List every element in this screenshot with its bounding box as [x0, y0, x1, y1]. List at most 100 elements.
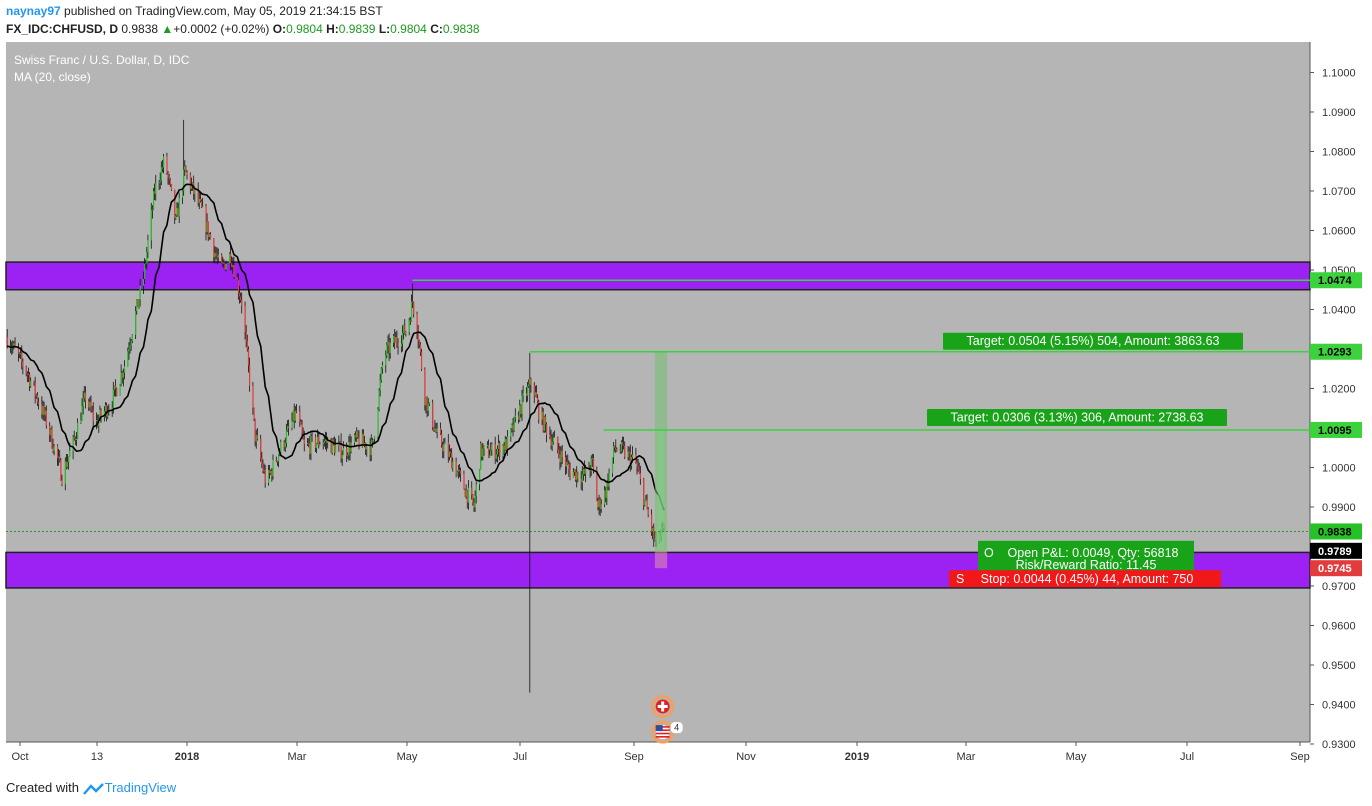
candle-down [169, 178, 171, 185]
candle-down [647, 509, 649, 515]
current-price-label-text: 0.9838 [1318, 526, 1352, 538]
price-tick-label: 1.0400 [1322, 304, 1356, 316]
flag-cross-h [657, 704, 668, 708]
axis-marker: 0.9745 [1310, 560, 1362, 577]
candle-up [434, 428, 436, 431]
candle-up [448, 451, 451, 457]
candle-down [472, 494, 474, 503]
candle-down [60, 460, 62, 481]
open-label: O: [272, 22, 287, 36]
candle-up [606, 481, 608, 498]
candle-up [119, 384, 121, 396]
candle-down [185, 166, 187, 173]
candle-down [308, 443, 310, 445]
candle-down [605, 490, 607, 498]
candle-up [514, 415, 516, 418]
candle-down [569, 468, 571, 478]
candle-down [177, 208, 179, 217]
candle-up [323, 441, 326, 443]
candle-up [98, 419, 100, 427]
candle-up [513, 417, 515, 431]
candle-down [170, 184, 173, 190]
candle-down [505, 438, 508, 451]
candle-up [183, 169, 185, 191]
candle-down [503, 445, 505, 451]
candle-down [168, 176, 170, 179]
time-tick-label: 2018 [175, 751, 199, 763]
candle-up [96, 420, 98, 422]
candle-up [385, 355, 387, 366]
price-tick-label: 0.9400 [1322, 699, 1356, 711]
candle-down [653, 527, 655, 539]
candle-up [585, 466, 587, 474]
candle-down [215, 253, 217, 256]
candle-up [613, 445, 615, 458]
candle-up [378, 390, 380, 410]
high-value: 0.9839 [338, 22, 376, 36]
tradingview-link[interactable]: TradingView [104, 780, 177, 795]
candle-down [447, 442, 449, 457]
candle-up [80, 420, 82, 423]
axis-marker: 0.9789 [1310, 542, 1362, 559]
level-axis-label-bg [1310, 272, 1362, 289]
low-value: 0.9804 [390, 22, 427, 36]
candle-up [263, 470, 265, 472]
level-axis-label: 1.0474 [1310, 272, 1362, 289]
candle-down [246, 340, 249, 350]
candle-down [303, 439, 305, 445]
candle-up [68, 456, 70, 462]
candle-down [260, 438, 262, 459]
candle-up [89, 401, 91, 408]
candle-down [413, 302, 415, 314]
swiss-flag-icon[interactable] [651, 694, 675, 718]
candle-down [333, 443, 336, 454]
candle-up [379, 380, 381, 391]
level-axis-label-text: 1.0095 [1318, 425, 1352, 437]
candle-up [208, 234, 211, 238]
candle-down [201, 200, 203, 207]
candle-up [286, 426, 289, 431]
candle-up [178, 197, 180, 217]
price-chart[interactable]: Target: 0.0504 (5.15%) 504, Amount: 3863… [0, 42, 1372, 772]
candle-up [284, 443, 286, 448]
candle-up [81, 405, 83, 421]
candle-up [600, 504, 602, 510]
long-position-tool[interactable] [654, 351, 668, 569]
us-flag-icon[interactable]: 4 [651, 720, 683, 744]
candle-up [335, 445, 337, 454]
candle-down [116, 388, 118, 396]
candle-down [256, 435, 259, 439]
author-link[interactable]: naynay97 [6, 4, 61, 18]
candle-down [22, 361, 24, 368]
candle-up [410, 301, 413, 322]
candle-up [386, 345, 388, 356]
candle-down [418, 341, 420, 345]
candle-up [582, 469, 585, 475]
candle-up [611, 457, 614, 474]
candle-down [269, 469, 271, 474]
candle-up [506, 436, 509, 451]
candle-up [566, 461, 568, 467]
time-tick-label: May [397, 751, 418, 763]
stop-label[interactable]: S Stop: 0.0044 (0.45%) 44, Amount: 750 [949, 570, 1221, 588]
candle-up [319, 444, 321, 446]
candle-down [442, 445, 444, 452]
candle-down [340, 441, 342, 459]
loss-area [654, 550, 668, 569]
candle-down [244, 305, 246, 332]
candle-up [30, 381, 32, 387]
candle-up [387, 341, 389, 346]
candle-down [29, 374, 31, 387]
target-label-text: Target: 0.0504 (5.15%) 504, Amount: 3863… [967, 334, 1220, 348]
candle-up [255, 435, 257, 442]
candle-up [339, 441, 341, 444]
pnl-label[interactable]: O Open P&L: 0.0049, Qty: 56818Risk/Reward… [978, 540, 1194, 572]
target-label[interactable]: Target: 0.0504 (5.15%) 504, Amount: 3863… [943, 332, 1243, 350]
price-axis: 1.10001.09001.08001.07001.06001.05001.04… [1310, 67, 1356, 751]
candle-up [104, 405, 107, 411]
candle-down [568, 463, 570, 469]
candle-down [167, 173, 169, 177]
candle-up [310, 436, 312, 454]
target2-label[interactable]: Target: 0.0306 (3.13%) 306, Amount: 2738… [927, 408, 1227, 426]
candle-up [356, 431, 358, 438]
